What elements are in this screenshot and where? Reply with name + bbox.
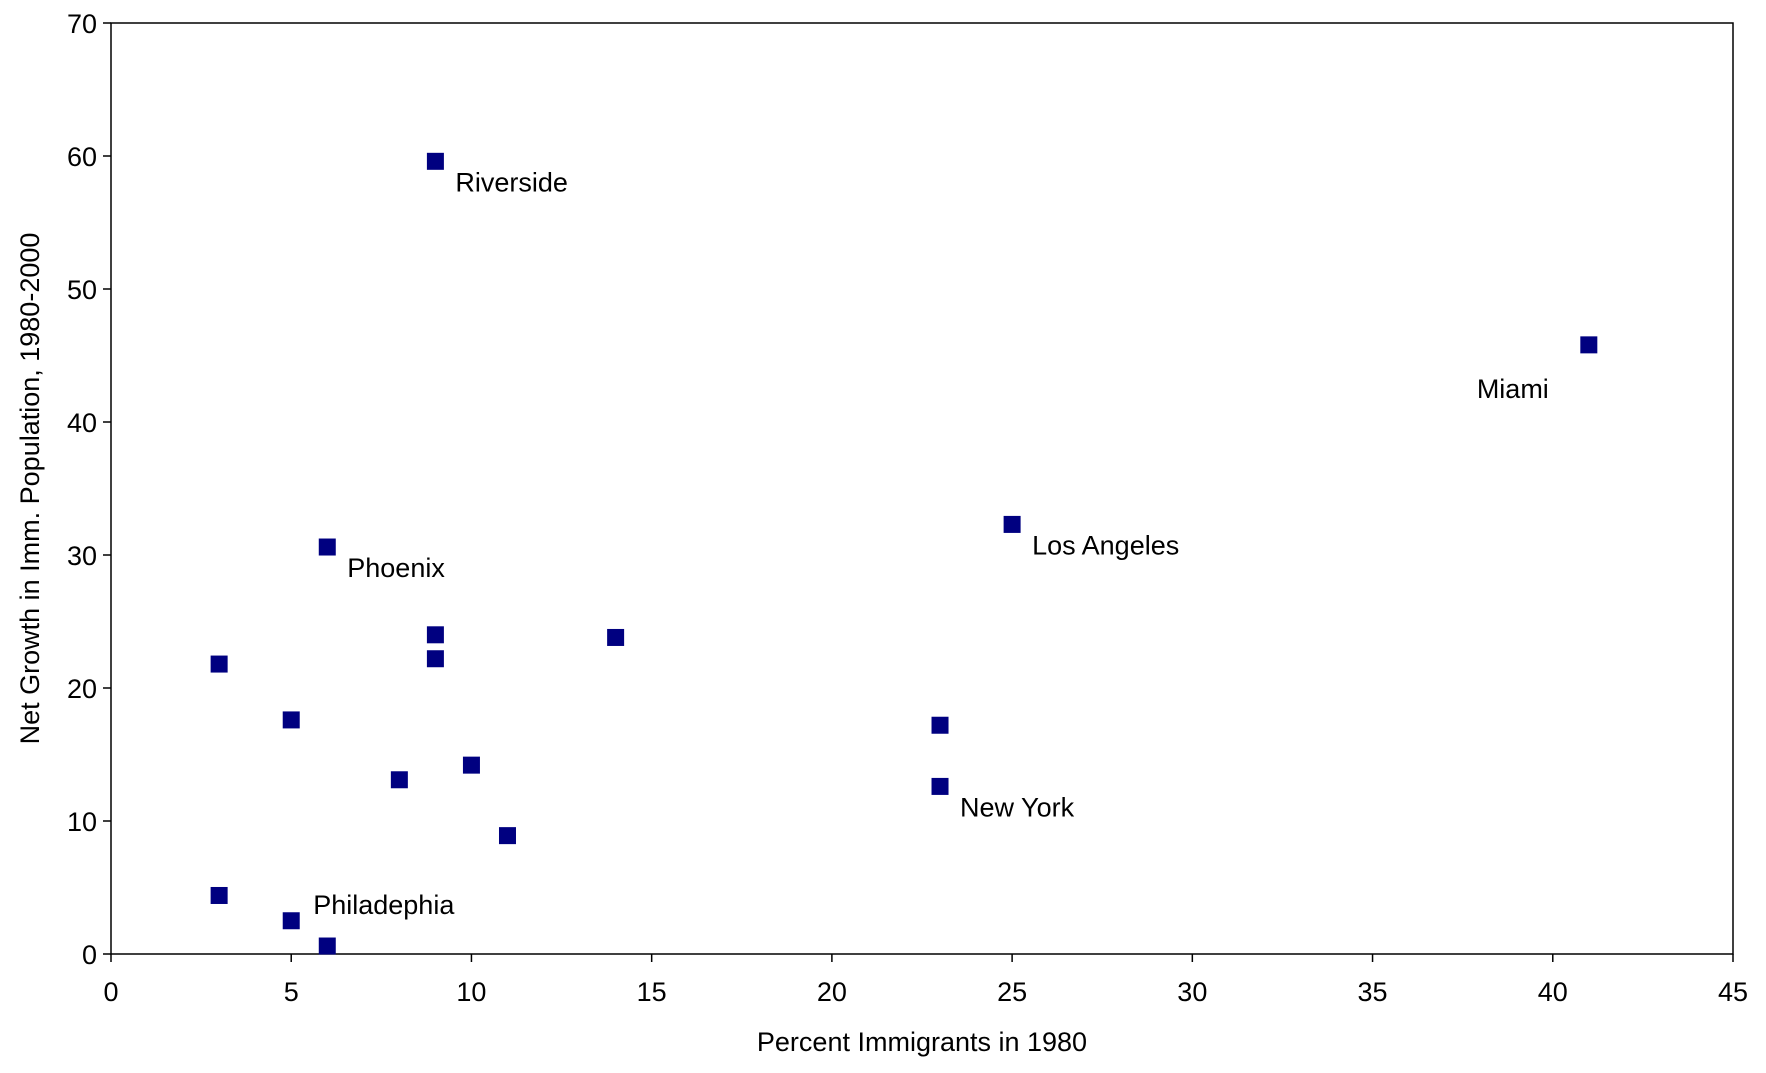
- x-tick-label: 10: [456, 977, 486, 1007]
- y-tick-label: 30: [67, 541, 97, 571]
- data-point: [282, 711, 300, 729]
- data-point: [318, 937, 336, 955]
- point-labels: Riverside Miami Los Angeles Phoenix New York…: [313, 167, 1549, 919]
- point-label: Miami: [1477, 374, 1549, 404]
- y-tick-label: 10: [67, 807, 97, 837]
- data-point: [282, 912, 300, 930]
- y-tick-label: 20: [67, 674, 97, 704]
- data-point: [607, 628, 625, 646]
- data-point: [1003, 515, 1021, 533]
- x-tick-label: 0: [103, 977, 118, 1007]
- point-label: Los Angeles: [1032, 530, 1179, 560]
- data-point: [498, 827, 516, 845]
- point-label: Riverside: [455, 167, 568, 197]
- y-tick-label: 60: [67, 142, 97, 172]
- data-point: [210, 655, 228, 673]
- y-axis-ticks: 0 10 20 30 40 50 60 70: [67, 9, 111, 970]
- data-point: [390, 771, 408, 789]
- data-point: [462, 756, 480, 774]
- point-label: New York: [960, 792, 1075, 822]
- data-point: [210, 886, 228, 904]
- plot-frame: [110, 22, 1734, 955]
- data-point: [318, 538, 336, 556]
- x-tick-label: 45: [1718, 977, 1748, 1007]
- y-tick-label: 50: [67, 275, 97, 305]
- y-axis-title: Net Growth in Imm. Population, 1980-2000: [15, 233, 45, 745]
- data-point: [1580, 336, 1598, 354]
- data-point: [931, 716, 949, 734]
- x-tick-label: 5: [284, 977, 299, 1007]
- point-label: Phoenix: [347, 553, 445, 583]
- x-tick-label: 30: [1177, 977, 1207, 1007]
- data-points: [210, 152, 1598, 955]
- x-tick-label: 20: [817, 977, 847, 1007]
- x-axis-title: Percent Immigrants in 1980: [757, 1027, 1087, 1057]
- y-tick-label: 40: [67, 408, 97, 438]
- x-tick-label: 40: [1538, 977, 1568, 1007]
- x-tick-label: 25: [997, 977, 1027, 1007]
- data-point: [426, 626, 444, 644]
- x-tick-label: 15: [637, 977, 667, 1007]
- data-point: [426, 152, 444, 170]
- data-point: [426, 650, 444, 668]
- data-point: [931, 777, 949, 795]
- y-tick-label: 70: [67, 9, 97, 39]
- y-tick-label: 0: [82, 940, 97, 970]
- point-label: Philadephia: [313, 890, 455, 920]
- x-tick-label: 35: [1358, 977, 1388, 1007]
- plot-area-border: [110, 22, 1734, 955]
- x-axis-ticks: 0 5 10 15 20 25 30 35 40 45: [103, 954, 1748, 1007]
